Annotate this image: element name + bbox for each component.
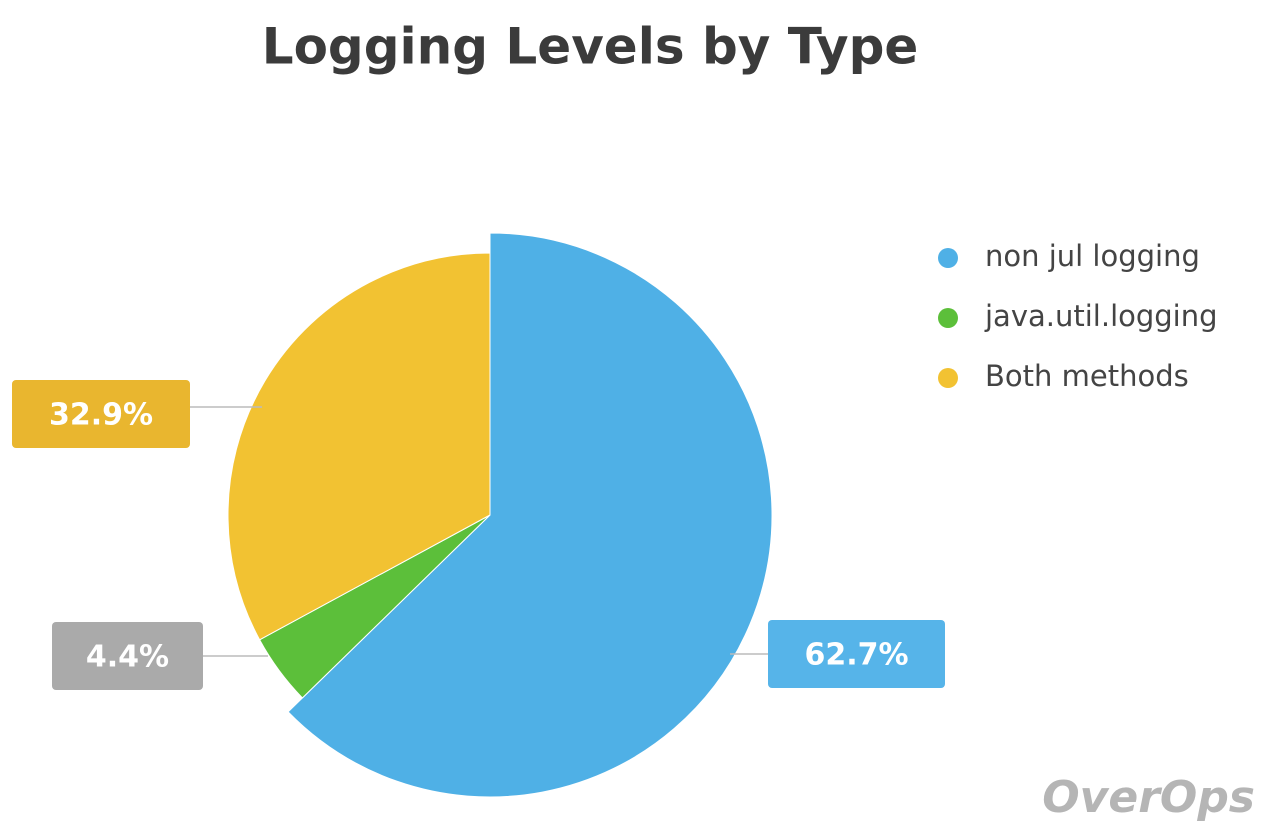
pie: [227, 232, 773, 798]
legend-label: Both methods: [985, 359, 1189, 393]
legend-marker: [938, 248, 958, 268]
chart-title: Logging Levels by Type: [262, 18, 919, 76]
value-label: 32.9%: [49, 398, 153, 433]
watermark: OverOps: [1042, 772, 1255, 823]
pie-slice: [227, 252, 491, 641]
value-label-box: [768, 620, 945, 688]
value-label: 4.4%: [86, 640, 169, 675]
legend-label: java.util.logging: [984, 299, 1218, 333]
legend-label: non jul logging: [985, 239, 1200, 273]
value-label: 62.7%: [804, 638, 908, 673]
value-label-box: [52, 622, 203, 690]
value-label-box: [12, 380, 190, 448]
legend-marker: [938, 368, 958, 388]
legend-marker: [938, 308, 958, 328]
pie-slice: [287, 232, 773, 798]
